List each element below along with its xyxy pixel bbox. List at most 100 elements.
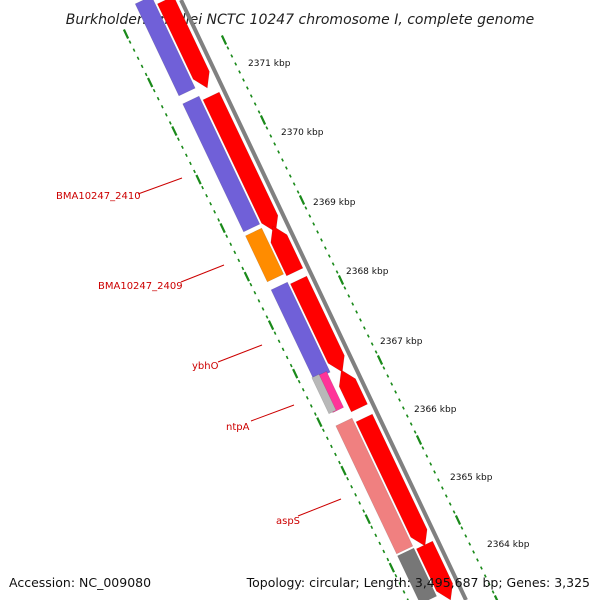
minor-tick <box>205 193 209 198</box>
minor-tick <box>359 318 362 322</box>
major-tick <box>259 115 267 125</box>
gray-gene-feature[interactable] <box>311 373 337 415</box>
major-tick <box>243 271 250 282</box>
major-tick <box>292 368 299 379</box>
minor-tick <box>429 462 433 466</box>
minor-tick <box>297 379 301 384</box>
minor-tick <box>225 234 229 238</box>
minor-tick <box>249 94 253 98</box>
minor-tick <box>156 96 160 101</box>
minor-tick <box>316 230 320 234</box>
minor-tick <box>140 64 144 69</box>
orange-gene-feature[interactable] <box>245 227 284 283</box>
minor-tick <box>362 509 366 513</box>
callout-line <box>217 344 263 363</box>
minor-tick <box>288 174 292 178</box>
minor-tick <box>351 302 355 306</box>
major-tick <box>220 35 228 45</box>
minor-tick <box>237 258 241 263</box>
inner-tick-ring <box>122 29 409 600</box>
minor-tick <box>325 436 329 441</box>
minor-tick <box>229 242 233 247</box>
major-tick <box>340 465 347 476</box>
minor-tick <box>233 250 237 255</box>
minor-tick <box>309 404 313 408</box>
forward-cds-feature[interactable] <box>202 91 279 233</box>
forward-cds-feature[interactable] <box>157 0 210 89</box>
minor-tick <box>160 104 164 109</box>
minor-tick <box>281 158 284 162</box>
major-tick <box>364 514 371 525</box>
minor-tick <box>296 190 300 194</box>
dark-gray-gene-feature[interactable] <box>397 547 437 600</box>
minor-tick <box>285 355 289 360</box>
kbp-label: 2366 kbp <box>414 405 457 415</box>
pink-gene-feature[interactable] <box>315 370 344 414</box>
callout-line <box>137 177 183 195</box>
minor-tick <box>132 48 136 52</box>
minor-tick <box>269 134 273 138</box>
kbp-label: 2367 kbp <box>380 337 423 347</box>
minor-tick <box>382 366 386 370</box>
minor-tick <box>273 142 277 146</box>
minor-tick <box>213 210 217 214</box>
minor-tick <box>398 582 402 586</box>
major-tick <box>147 77 154 88</box>
minor-tick <box>253 102 257 106</box>
minor-tick <box>284 166 288 170</box>
minor-tick <box>253 290 257 295</box>
reverse-cds-feature[interactable] <box>182 95 261 233</box>
minor-tick <box>444 494 448 498</box>
minor-tick <box>358 501 362 505</box>
minor-tick <box>281 347 285 352</box>
light-red-gene-feature[interactable] <box>335 417 414 555</box>
minor-tick <box>217 218 221 222</box>
genome-summary-text: Topology: circular; Length: 3,495,687 bp… <box>246 575 590 590</box>
minor-tick <box>452 510 456 514</box>
outer-tick-ring <box>220 35 499 600</box>
forward-cds-feature[interactable] <box>355 413 428 547</box>
minor-tick <box>335 270 339 274</box>
major-tick <box>195 174 202 185</box>
minor-tick <box>242 78 245 82</box>
callout-line <box>180 264 225 283</box>
forward-cds-feature[interactable] <box>416 540 454 600</box>
callout-line <box>250 404 295 422</box>
gene-label-bma10247-2410[interactable]: BMA10247_2410 <box>56 191 141 202</box>
minor-tick <box>394 573 398 578</box>
gene-label-bma10247-2409[interactable]: BMA10247_2409 <box>98 281 183 292</box>
minor-tick <box>323 246 327 250</box>
minor-tick <box>472 550 476 554</box>
minor-tick <box>402 590 406 594</box>
minor-tick <box>176 137 180 141</box>
minor-tick <box>468 542 472 546</box>
minor-tick <box>152 88 156 93</box>
minor-tick <box>370 525 374 530</box>
minor-tick <box>189 161 192 166</box>
backbone-line <box>179 0 468 600</box>
minor-tick <box>249 282 253 287</box>
forward-cds-feature[interactable] <box>338 369 368 413</box>
minor-tick <box>209 202 213 206</box>
kbp-label: 2371 kbp <box>248 59 291 69</box>
minor-tick <box>398 398 401 402</box>
kbp-label: 2365 kbp <box>450 473 493 483</box>
minor-tick <box>487 582 491 586</box>
gene-label-ntpa[interactable]: ntpA <box>226 422 250 433</box>
minor-tick <box>401 406 405 410</box>
minor-tick <box>168 121 172 125</box>
minor-tick <box>386 374 390 378</box>
major-tick <box>267 320 275 331</box>
minor-tick <box>184 153 188 158</box>
minor-tick <box>362 326 366 330</box>
minor-tick <box>413 430 417 434</box>
minor-tick <box>265 315 269 319</box>
gene-label-ybho[interactable]: ybhO <box>192 361 219 372</box>
forward-cds-feature[interactable] <box>270 225 304 277</box>
forward-cds-feature[interactable] <box>290 275 345 373</box>
minor-tick <box>370 342 374 346</box>
reverse-cds-feature[interactable] <box>134 0 196 97</box>
gene-label-asps[interactable]: aspS <box>276 516 300 527</box>
minor-tick <box>331 262 335 266</box>
